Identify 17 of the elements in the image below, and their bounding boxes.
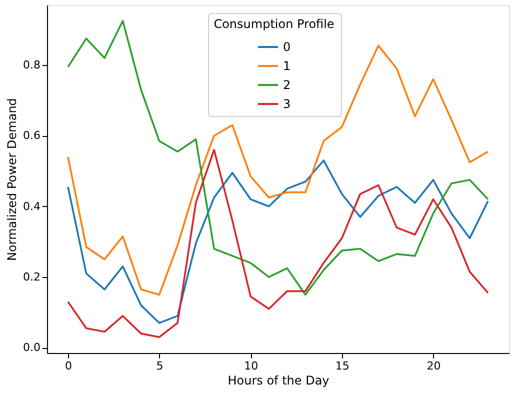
x-tick-label: 20	[426, 360, 441, 372]
y-tick-label: 0.8	[23, 58, 40, 72]
legend-label: 2	[283, 78, 291, 92]
legend-label: 0	[283, 40, 291, 54]
legend-title: Consumption Profile	[214, 17, 334, 31]
x-tick-label: 10	[244, 360, 258, 372]
legend-label: 1	[283, 59, 291, 73]
y-tick-label: 0.2	[23, 270, 40, 284]
x-tick-label: 0	[65, 360, 72, 372]
y-tick-label: 0.0	[23, 341, 40, 354]
x-axis-title: Hours of the Day	[228, 374, 330, 388]
y-tick-label: 0.6	[23, 129, 40, 142]
x-tick-label: 15	[335, 360, 350, 372]
y-axis-title: Normalized Power Demand	[5, 98, 20, 261]
x-tick-label: 5	[156, 360, 164, 372]
y-tick-label: 0.4	[23, 200, 40, 213]
legend-label: 3	[283, 97, 291, 111]
